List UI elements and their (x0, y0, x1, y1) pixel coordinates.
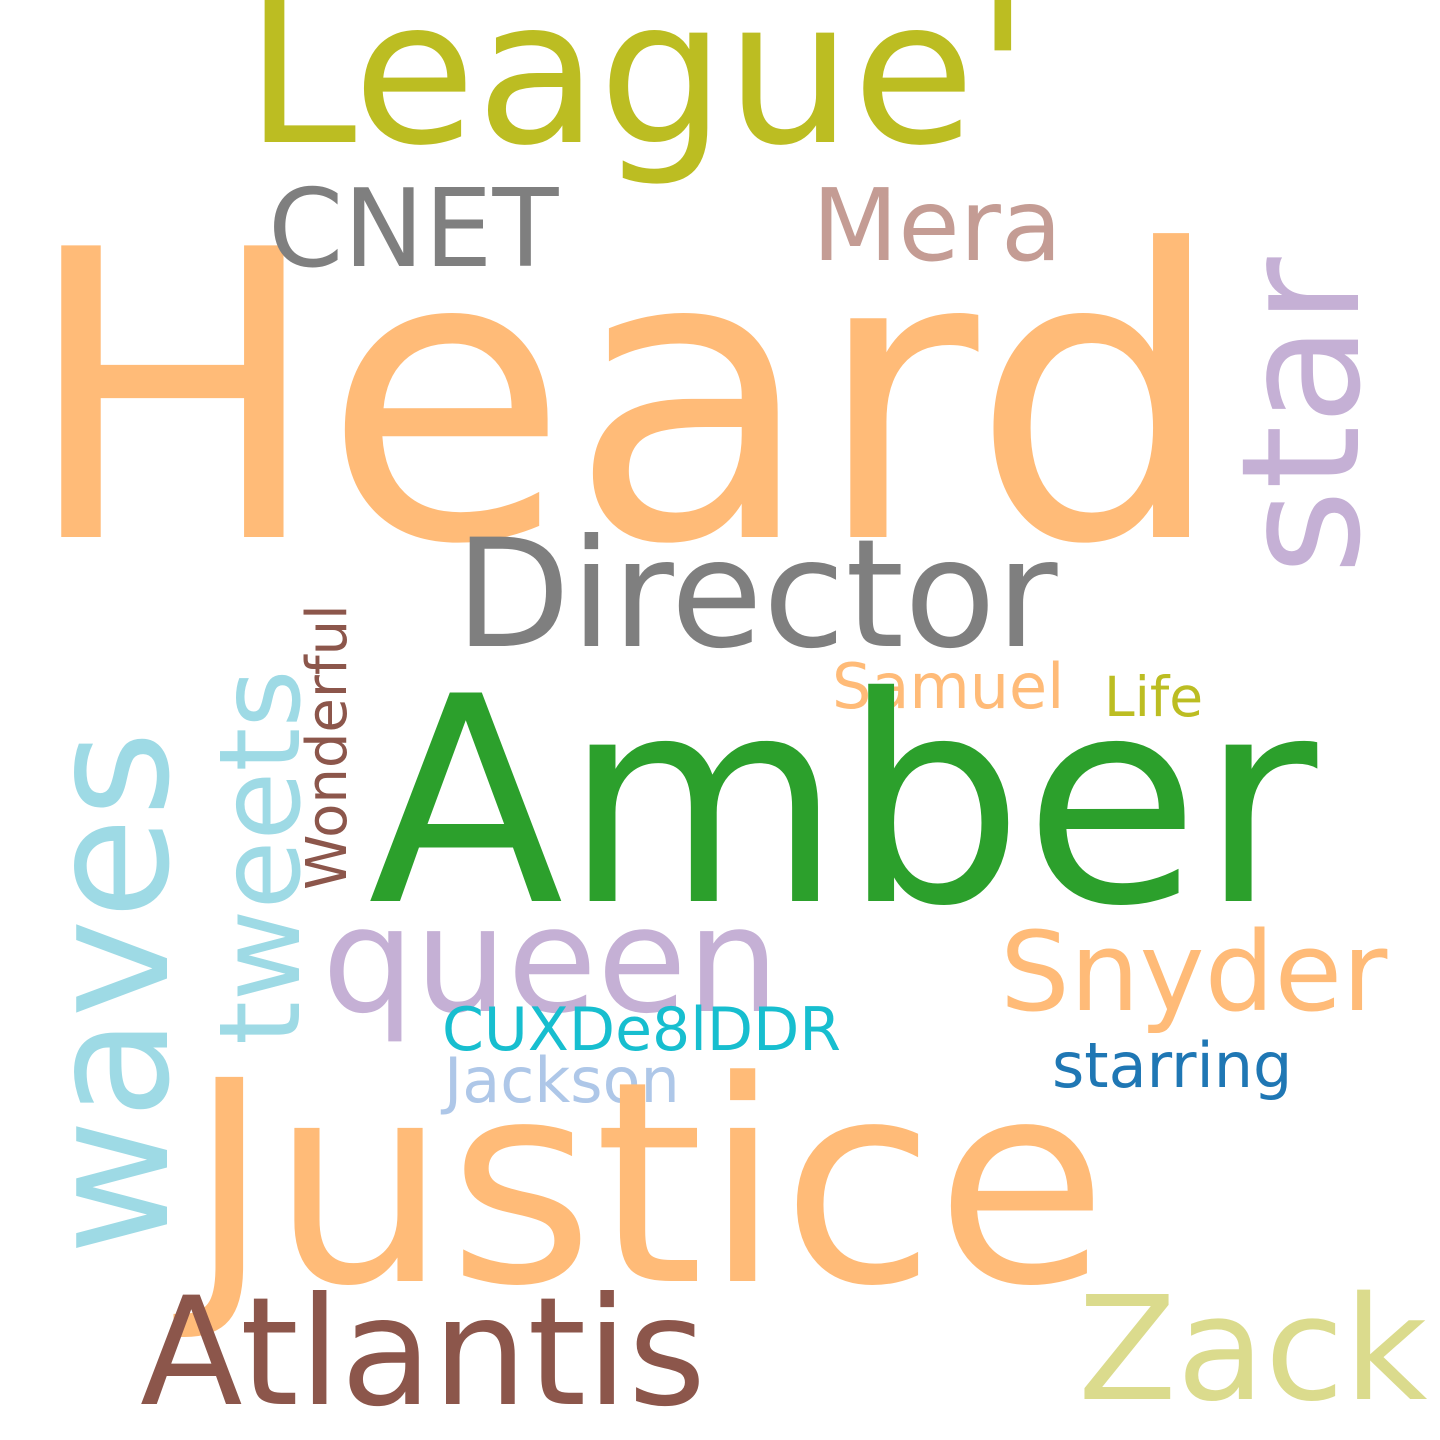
word-cnet: CNET (268, 167, 559, 292)
word-starring: starring (1052, 1029, 1293, 1102)
word-queen: queen (322, 876, 780, 1046)
word-director: Director (455, 508, 1058, 682)
word-mera: Mera (812, 167, 1063, 284)
word-life: Life (1104, 665, 1204, 729)
word-wonderful: Wonderful (295, 604, 360, 890)
word-jackson: Jackson (444, 1044, 680, 1117)
word-amber: Amber (368, 637, 1318, 969)
word-heard: Heard (22, 167, 1226, 632)
word-waves: waves (14, 730, 207, 1255)
word-justice: Justice (188, 1022, 1108, 1348)
word-atlantis: Atlantis (140, 1266, 707, 1440)
word-snyder: Snyder (1000, 908, 1388, 1036)
word-cuxde8lddr: CUXDe8lDDR (442, 995, 841, 1065)
word-league: League' (245, 0, 1031, 190)
word-zack: Zack (1078, 1265, 1428, 1433)
word-star: star (1206, 257, 1397, 575)
word-samuel: Samuel (832, 650, 1065, 723)
